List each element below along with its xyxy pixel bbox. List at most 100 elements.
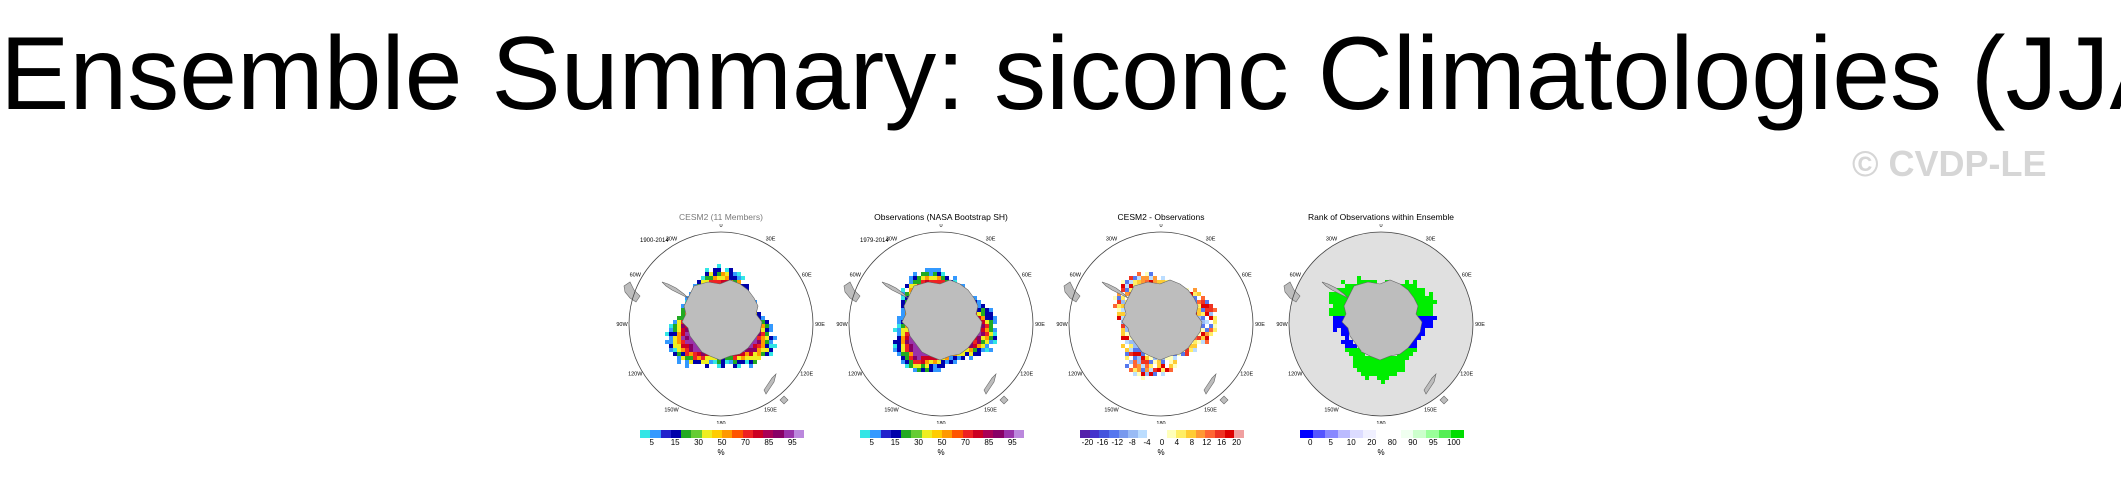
ice-cell [761,340,765,344]
colorbar-tick-label: -16 [1096,438,1109,447]
ice-cell [1161,372,1165,376]
polar-map: 0 30E 60E 90E 120E 150E 180 150W 120W 90W 60W 30W [616,224,825,424]
ice-cell [1129,348,1133,352]
ice-cell [1197,336,1201,340]
ice-cell [1133,276,1137,280]
ice-cell [905,328,909,332]
ice-cell [1197,296,1201,300]
ice-cell [1133,344,1137,348]
colorbar-tick-label: 20 [1232,438,1241,447]
ice-cell [977,308,981,312]
ice-cell [985,308,989,312]
ice-cell [765,336,769,340]
colorbar-segment [901,430,912,438]
ice-cell [909,336,913,340]
ice-cell [1165,368,1169,372]
ice-cell [981,336,985,340]
ice-cell [677,332,681,336]
colorbar-segment [880,430,891,438]
colorbar-segment [742,430,753,438]
ice-cell [1121,312,1125,316]
ice-cell [1365,356,1369,360]
ice-cell [1197,312,1201,316]
ice-cell [893,328,897,332]
ice-cell [761,328,765,332]
ice-cell [989,312,993,316]
ice-cell [1345,296,1349,300]
ice-cell [1141,356,1145,360]
ice-cell [945,276,949,280]
ice-cell [909,352,913,356]
ice-cell [905,296,909,300]
colorbar-segment [993,430,1004,438]
ice-cell [909,280,913,284]
ice-cell [913,364,917,368]
ice-cell [1205,300,1209,304]
ice-cell [1429,304,1433,308]
ice-cell [1349,344,1353,348]
ice-cell [1129,352,1133,356]
colorbar-ticks: 5 15 30 50 70 85 95 [626,438,818,450]
ice-cell [973,296,977,300]
ice-cell [1141,376,1145,380]
panel-title: Observations (NASA Bootstrap SH) [874,212,1008,222]
ice-cell [1121,332,1125,336]
ice-cell [1153,372,1157,376]
ice-cell [1149,272,1153,276]
ice-cell [1337,312,1341,316]
ice-cell [1425,308,1429,312]
ice-cell [1357,352,1361,356]
ice-cell [769,352,773,356]
ice-cell [1341,288,1345,292]
ice-cell [1373,364,1377,368]
colorbar-tick-label: 50 [717,438,727,447]
ice-cell [901,360,905,364]
ice-cell [981,304,985,308]
ice-cell [1209,312,1213,316]
ice-cell [1341,304,1345,308]
ice-cell [1405,352,1409,356]
colorbar-unit: % [1157,448,1165,457]
ice-cell [765,328,769,332]
colorbar-ticks: 0 5 10 20 80 90 95 100 [1286,438,1478,450]
ice-cell [925,364,929,368]
ice-cell [1361,280,1365,284]
ice-cell [1393,356,1397,360]
ice-cell [897,340,901,344]
ice-cell [1365,368,1369,372]
ice-cell [689,336,693,340]
longitude-label: 150E [764,408,777,414]
colorbar-segment [983,430,994,438]
longitude-label: 150W [1324,408,1339,414]
colorbar-segment [691,430,702,438]
ice-cell [1117,304,1121,308]
ice-cell [729,272,733,276]
ice-cell [937,276,941,280]
ice-cell [981,308,985,312]
ice-cell [1205,316,1209,320]
colorbar-segment [752,430,763,438]
colorbar-segment [860,430,871,438]
ice-cell [741,356,745,360]
ice-cell [993,328,997,332]
ice-cell [965,348,969,352]
longitude-label: 120E [1240,372,1253,378]
ice-cell [725,268,729,272]
ice-cell [905,344,909,348]
ice-cell [1329,312,1333,316]
ice-cell [681,304,685,308]
longitude-label: 30W [666,236,678,242]
longitude-label: 90E [1475,322,1485,328]
ice-cell [933,268,937,272]
ice-cell [981,340,985,344]
ice-cell [1129,336,1133,340]
ice-cell [937,360,941,364]
ice-cell [713,360,717,364]
ice-cell [901,288,905,292]
ice-cell [1341,340,1345,344]
south-america-land [843,281,861,303]
ice-cell [765,344,769,348]
ice-cell [1361,368,1365,372]
new-zealand-land [1203,373,1217,395]
ice-cell [1141,368,1145,372]
